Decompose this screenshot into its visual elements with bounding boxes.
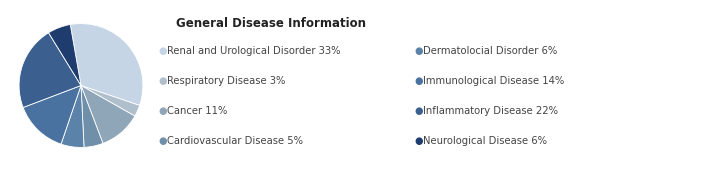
Wedge shape <box>81 86 140 116</box>
Text: Neurological Disease 6%: Neurological Disease 6% <box>423 136 546 146</box>
Wedge shape <box>61 86 84 147</box>
Text: ●: ● <box>414 46 423 56</box>
Text: Dermatolocial Disorder 6%: Dermatolocial Disorder 6% <box>423 46 557 56</box>
Text: ●: ● <box>158 106 167 116</box>
Wedge shape <box>81 86 135 143</box>
Wedge shape <box>48 24 81 86</box>
Text: ●: ● <box>414 106 423 116</box>
Text: Immunological Disease 14%: Immunological Disease 14% <box>423 76 564 86</box>
Text: General Disease Information: General Disease Information <box>176 17 366 30</box>
Text: ●: ● <box>158 46 167 56</box>
Text: Cancer 11%: Cancer 11% <box>167 106 228 116</box>
Text: ●: ● <box>414 76 423 86</box>
Text: Inflammatory Disease 22%: Inflammatory Disease 22% <box>423 106 557 116</box>
Wedge shape <box>23 86 81 144</box>
Text: Renal and Urological Disorder 33%: Renal and Urological Disorder 33% <box>167 46 341 56</box>
Wedge shape <box>19 33 81 108</box>
Text: Cardiovascular Disease 5%: Cardiovascular Disease 5% <box>167 136 303 146</box>
Wedge shape <box>81 86 103 147</box>
Text: ●: ● <box>414 136 423 146</box>
Text: Respiratory Disease 3%: Respiratory Disease 3% <box>167 76 285 86</box>
Wedge shape <box>71 24 143 106</box>
Text: ●: ● <box>158 136 167 146</box>
Text: ●: ● <box>158 76 167 86</box>
